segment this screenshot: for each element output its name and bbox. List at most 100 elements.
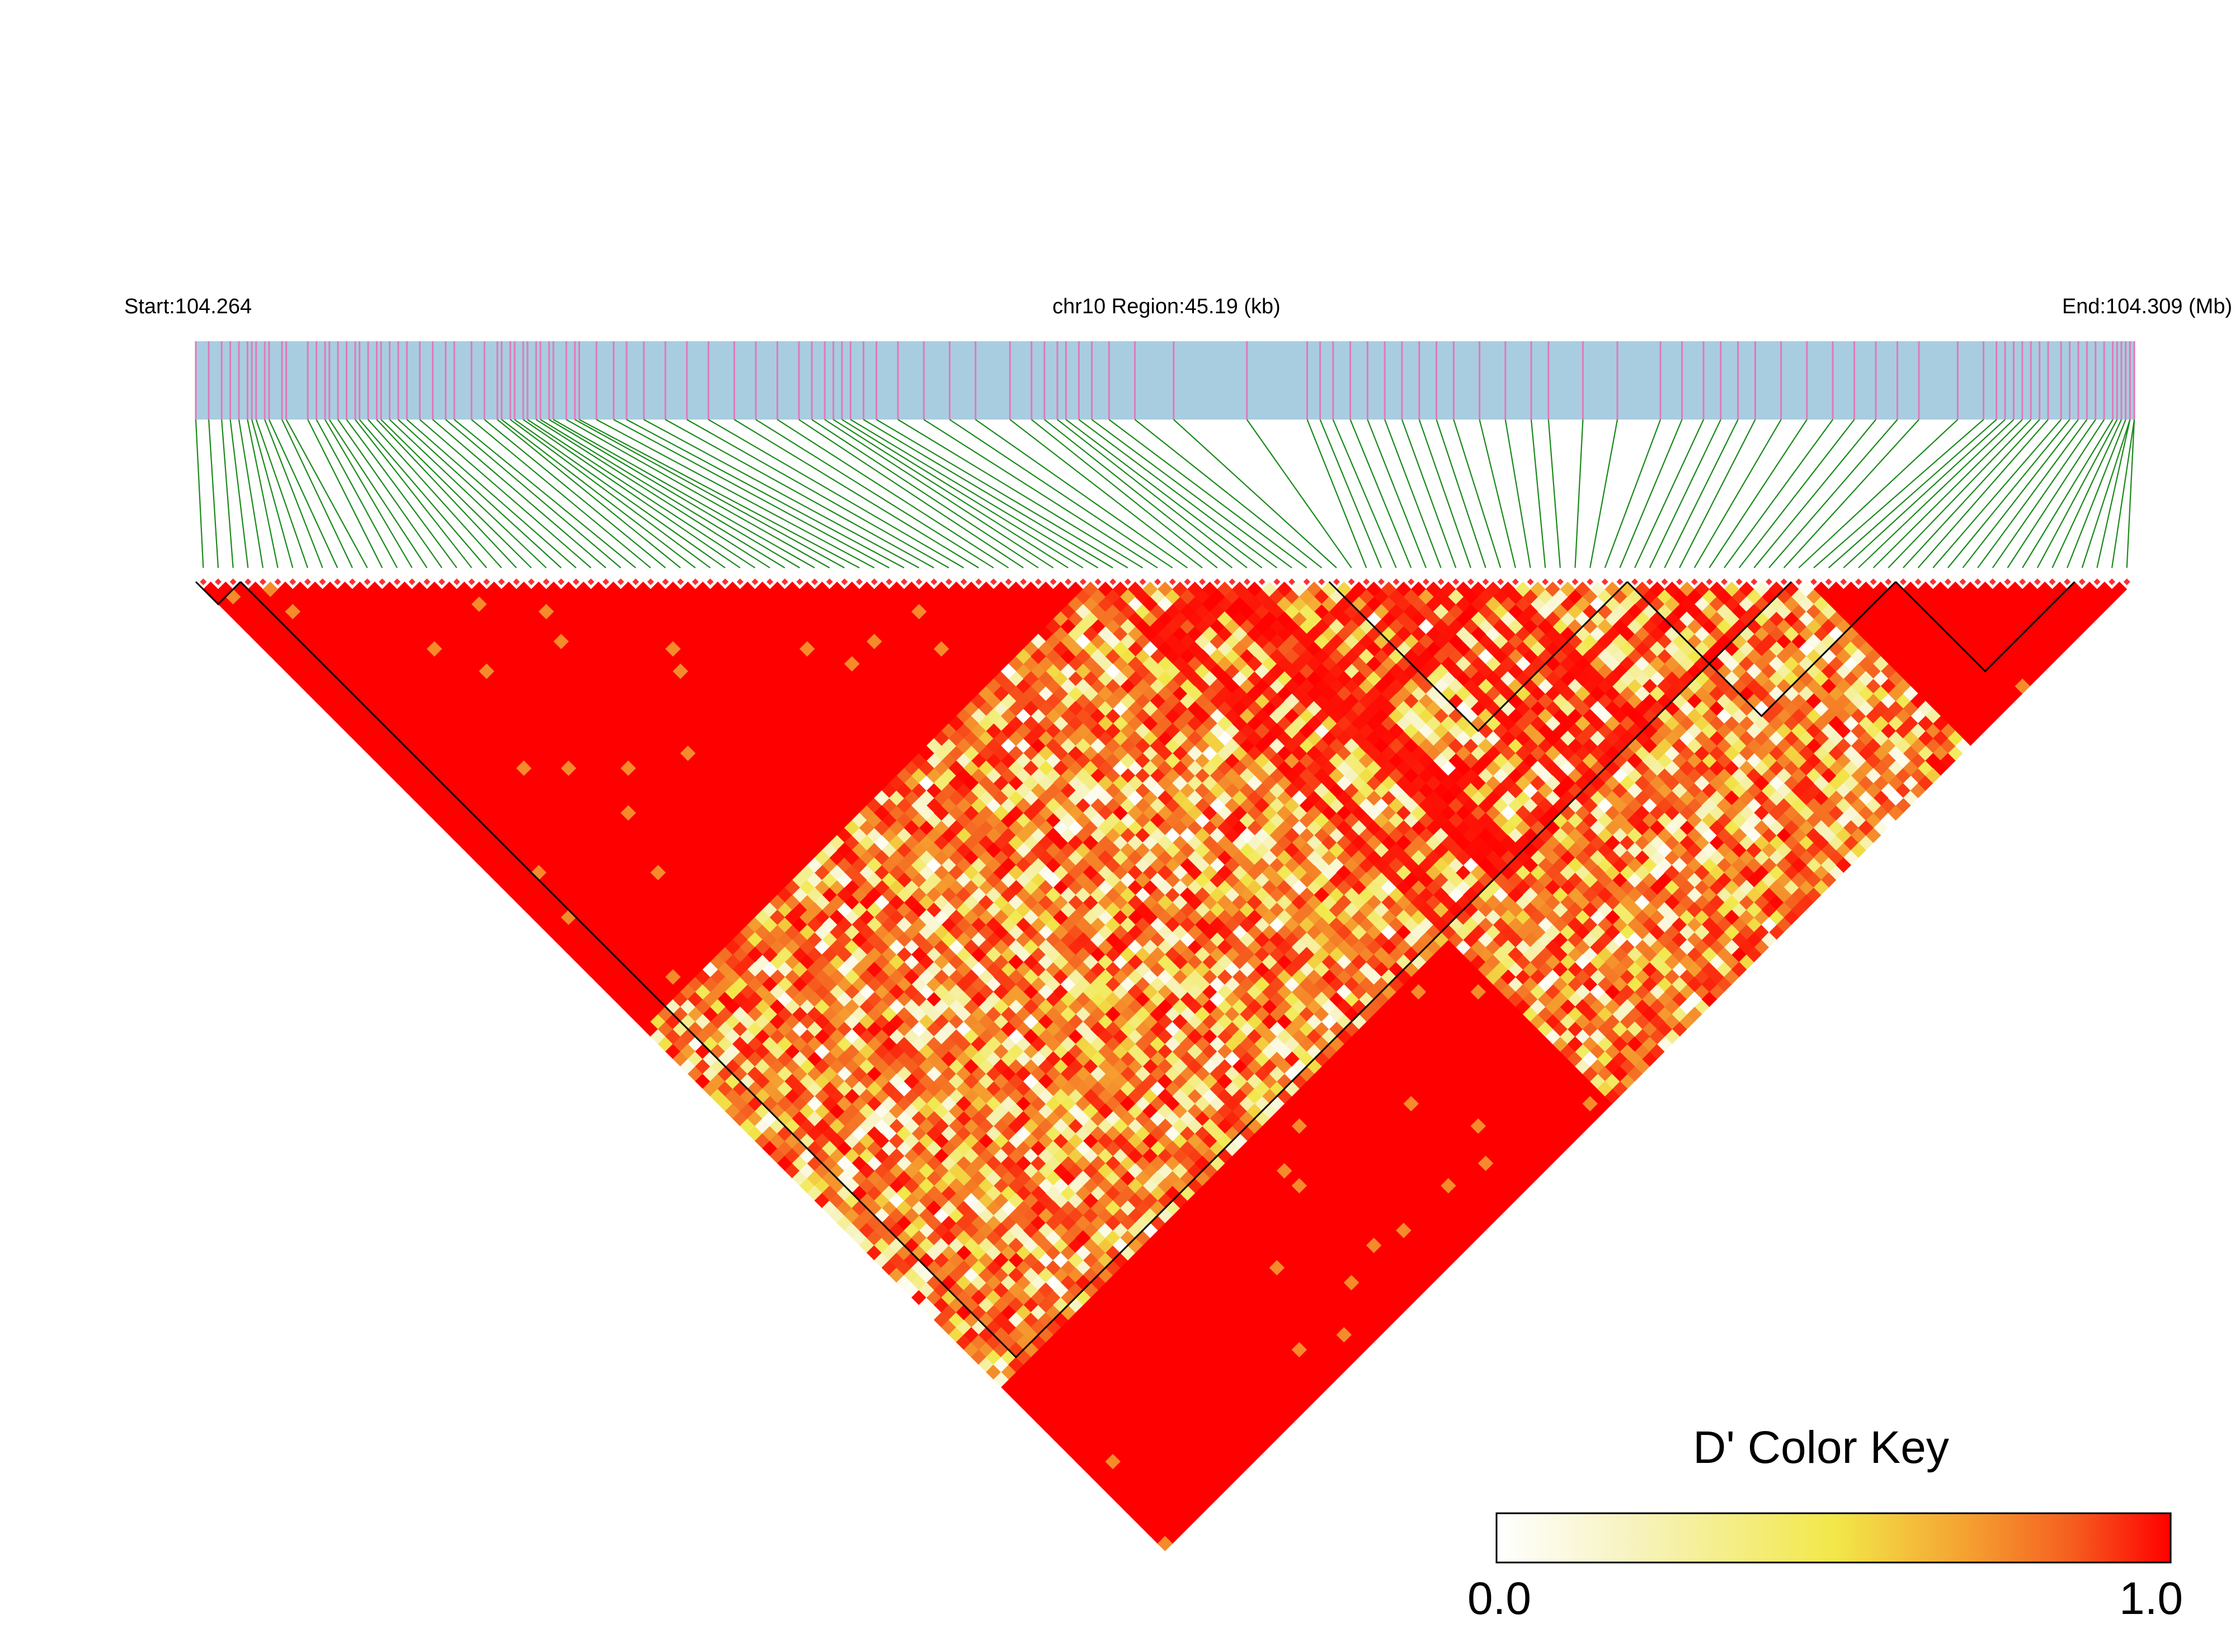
snp-marker (1005, 578, 1012, 585)
ld-cell-group (1485, 581, 1747, 702)
start-label: Start:104.264 (124, 295, 252, 318)
snp-marker (1392, 578, 1400, 585)
snp-connector-line (285, 419, 368, 568)
legend-max-label: 1.0 (2119, 1573, 2183, 1624)
ld-cell-group (1112, 604, 1665, 1268)
snp-marker (2123, 578, 2130, 585)
snp-connector-line (454, 419, 636, 568)
snp-marker (1855, 578, 1862, 585)
snp-connector-line (1843, 419, 2006, 568)
snp-connector-line (1932, 419, 2062, 568)
snp-marker (1065, 578, 1072, 585)
snp-marker (1244, 578, 1251, 585)
snp-connector-line (1134, 419, 1323, 568)
snp-connector-line (1031, 419, 1218, 568)
ld-cell-group (844, 745, 1740, 903)
ld-cell-group (1701, 604, 1718, 620)
snp-marker (1333, 578, 1340, 585)
ld-cell-group (1448, 589, 1911, 843)
snp-connector-line (566, 419, 830, 568)
snp-marker (796, 578, 803, 585)
snp-marker (1885, 578, 1892, 585)
snp-connector-line (406, 419, 577, 568)
ld-cell-group (956, 656, 1918, 977)
ld-block-outline (1626, 581, 1897, 718)
snp-marker (990, 578, 997, 585)
snp-marker (513, 578, 520, 585)
snp-marker (886, 578, 893, 585)
gene-track (196, 341, 2134, 420)
snp-marker (915, 578, 923, 585)
ld-cell-group (1023, 723, 1807, 1119)
snp-marker (1452, 578, 1460, 585)
snp-marker (1542, 578, 1549, 585)
snp-connector-line (523, 419, 741, 568)
snp-connector-line (268, 419, 338, 568)
ld-cell-group (1433, 753, 1523, 918)
snp-marker (2004, 578, 2011, 585)
snp-connector-line (2052, 419, 2122, 568)
snp-connector-line (897, 419, 1144, 568)
snp-connector-line (1044, 419, 1233, 568)
snp-marker (304, 578, 311, 585)
snp-connector-line (251, 419, 294, 568)
snp-connector-line (359, 419, 487, 568)
snp-marker (214, 578, 222, 585)
ld-cell-group (874, 581, 1770, 1089)
snp-marker (856, 578, 863, 585)
snp-connector-line (824, 419, 1054, 568)
snp-connector-line (445, 419, 622, 568)
ld-cell-group (1746, 589, 1837, 769)
snp-marker (572, 578, 580, 585)
snp-connector-line (1679, 419, 1756, 568)
snp-marker (1213, 578, 1221, 585)
snp-marker (1616, 578, 1624, 585)
snp-connector-line (376, 419, 517, 568)
snp-connector-line (1453, 419, 1502, 568)
snp-connector-line (1349, 419, 1412, 568)
ld-cell-group (1373, 812, 1389, 829)
snp-connector-line (281, 419, 353, 568)
snp-connector-line (1977, 419, 2088, 568)
snp-marker (1437, 578, 1444, 585)
snp-marker (587, 578, 595, 585)
snp-marker (2064, 578, 2071, 585)
snp-connector-line (2036, 419, 2118, 568)
snp-marker (379, 578, 386, 585)
ld-cell-group (911, 626, 1486, 1052)
snp-marker (1556, 578, 1564, 585)
ld-cell-group (1075, 663, 1516, 1052)
ld-cell-group (1090, 596, 1829, 1037)
snp-marker (1377, 578, 1385, 585)
snp-connector-line (1319, 419, 1382, 568)
snp-connector-line (1418, 419, 1471, 568)
ld-cell-group (978, 619, 1770, 1141)
snp-connector-line (514, 419, 726, 568)
snp-connector-line (1401, 419, 1457, 568)
ld-cell-group (1298, 589, 1620, 731)
snp-marker (1303, 578, 1310, 585)
snp-connector-line (368, 419, 502, 568)
snp-connector-line (643, 419, 920, 568)
ld-cell-group (1276, 619, 1523, 910)
snp-marker (334, 578, 341, 585)
ld-block-outlines (195, 581, 2076, 1359)
snp-connector-line (229, 419, 249, 568)
snp-connector-line (380, 419, 532, 568)
snp-marker (200, 578, 207, 585)
snp-connector-line (238, 419, 264, 568)
ld-cell-group (1038, 1267, 1054, 1283)
snp-marker (1870, 578, 1877, 585)
snp-marker (424, 578, 431, 585)
snp-marker (602, 578, 609, 585)
ld-cell-group (1537, 783, 1553, 798)
snp-marker (1721, 578, 1728, 585)
snp-connector-line (1619, 419, 1683, 568)
snp-marker (901, 578, 908, 585)
ld-cell-group (1358, 768, 1375, 784)
ld-block-outline (239, 581, 1792, 1359)
snp-connector-line (264, 419, 323, 568)
snp-marker (1810, 578, 1817, 585)
snp-marker (1348, 578, 1355, 585)
snp-connector-line (665, 419, 934, 568)
